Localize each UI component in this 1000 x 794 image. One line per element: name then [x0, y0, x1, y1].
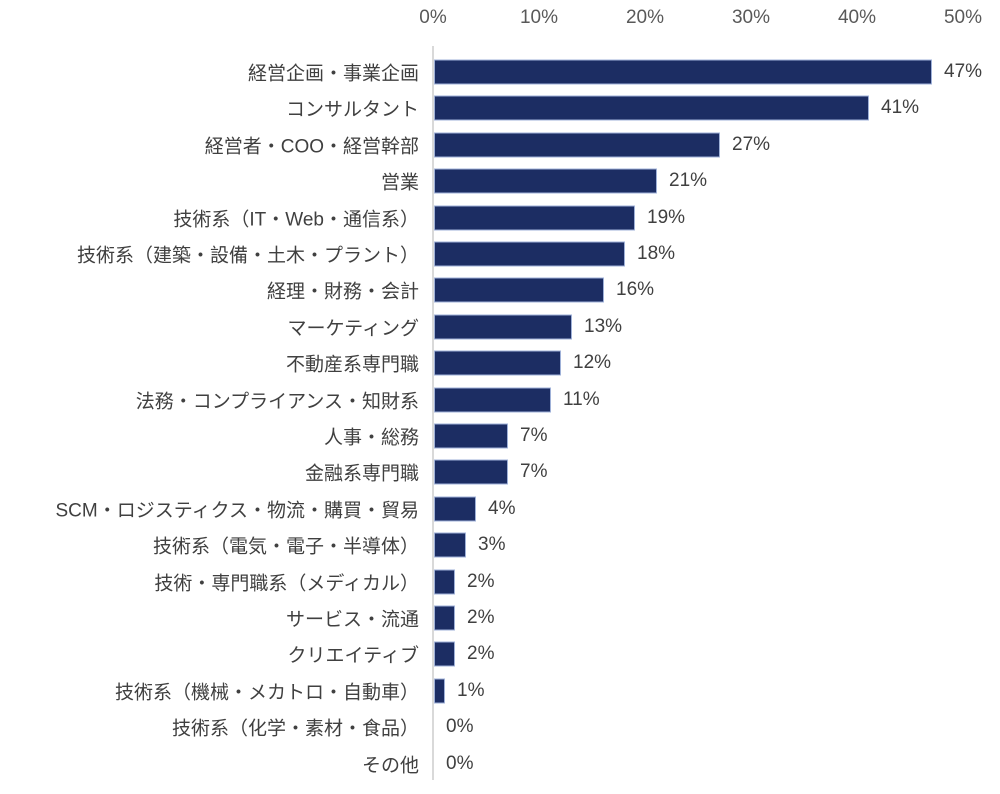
bar	[434, 641, 455, 667]
x-axis-tick-label: 40%	[837, 7, 877, 28]
bar	[434, 569, 455, 595]
value-label: 12%	[573, 352, 612, 374]
chart-row: サービス・流通 2%	[0, 600, 1000, 636]
chart-row: 技術系（化学・素材・食品） 0%	[0, 709, 1000, 745]
value-label: 0%	[446, 752, 474, 774]
chart-row: 営業 21%	[0, 163, 1000, 199]
y-axis-line	[432, 46, 434, 780]
chart-row: クリエイティブ 2%	[0, 636, 1000, 672]
chart-row: その他 0%	[0, 746, 1000, 782]
bar	[434, 277, 604, 303]
value-label: 4%	[488, 497, 516, 519]
value-label: 47%	[944, 61, 983, 82]
bar	[434, 59, 932, 85]
chart-row: 経営企画・事業企画 47%	[0, 54, 1000, 90]
bar	[434, 532, 466, 558]
chart-row: 技術系（建築・設備・土木・プラント） 18%	[0, 236, 1000, 272]
bar	[434, 132, 720, 158]
chart-row: 人事・総務 7%	[0, 418, 1000, 454]
x-axis-tick-label: 50%	[943, 7, 983, 28]
category-label: SCM・ロジスティクス・物流・購買・貿易	[55, 500, 419, 522]
bar	[434, 241, 625, 267]
bar	[434, 496, 476, 522]
value-label: 2%	[467, 570, 495, 592]
bar	[434, 423, 508, 449]
chart-row: 技術系（電気・電子・半導体） 3%	[0, 527, 1000, 563]
category-label: サービス・流通	[285, 609, 419, 631]
value-label: 2%	[467, 607, 495, 628]
chart-row: 技術系（IT・Web・通信系） 19%	[0, 200, 1000, 236]
value-label: 27%	[732, 133, 771, 155]
bar	[434, 95, 869, 121]
bar	[434, 459, 508, 485]
category-label: 技術系（機械・メカトロ・自動車）	[114, 682, 419, 704]
chart-row: 経営者・COO・経営幹部 27%	[0, 127, 1000, 163]
value-label: 7%	[520, 461, 548, 483]
category-label: 経理・財務・会計	[266, 281, 419, 303]
category-label: 技術・専門職系（メディカル）	[154, 573, 419, 595]
value-label: 3%	[478, 534, 506, 556]
category-label: 金融系専門職	[304, 463, 419, 485]
category-label: コンサルタント	[285, 99, 419, 121]
category-label: 法務・コンプライアンス・知財系	[135, 391, 419, 413]
chart-row: 法務・コンプライアンス・知財系 11%	[0, 382, 1000, 418]
value-label: 16%	[616, 279, 655, 301]
value-label: 2%	[467, 643, 495, 665]
x-axis-tick-label: 10%	[519, 7, 559, 28]
chart-row: 不動産系専門職 12%	[0, 345, 1000, 381]
value-label: 18%	[637, 243, 676, 264]
category-label: 不動産系専門職	[285, 354, 419, 376]
chart-row: 技術系（機械・メカトロ・自動車） 1%	[0, 673, 1000, 709]
chart-row: SCM・ロジスティクス・物流・購買・貿易 4%	[0, 491, 1000, 527]
bar	[434, 205, 635, 231]
chart-row: 経理・財務・会計 16%	[0, 272, 1000, 308]
chart-row: コンサルタント 41%	[0, 90, 1000, 126]
value-label: 41%	[881, 97, 920, 119]
category-label: マーケティング	[287, 318, 419, 340]
bar	[434, 605, 455, 631]
value-label: 1%	[457, 679, 485, 701]
value-label: 11%	[563, 388, 600, 410]
x-axis-tick-label: 0%	[419, 7, 447, 28]
chart-row: 技術・専門職系（メディカル） 2%	[0, 564, 1000, 600]
chart-row: 金融系専門職 7%	[0, 454, 1000, 490]
bar	[434, 168, 657, 194]
category-label: 技術系（電気・電子・半導体）	[152, 536, 419, 558]
chart-row: マーケティング 13%	[0, 309, 1000, 345]
bar	[434, 350, 561, 376]
category-label: その他	[361, 755, 419, 777]
category-label: 経営者・COO・経営幹部	[204, 136, 419, 158]
bar	[434, 678, 445, 704]
value-label: 13%	[584, 315, 623, 337]
x-axis-tick-label: 20%	[625, 7, 665, 28]
category-label: 技術系（化学・素材・食品）	[171, 718, 419, 740]
category-label: 技術系（IT・Web・通信系）	[173, 209, 419, 231]
value-label: 21%	[669, 170, 708, 192]
value-label: 7%	[520, 425, 548, 446]
bar	[434, 387, 551, 413]
bar	[434, 314, 572, 340]
category-label: クリエイティブ	[287, 645, 419, 667]
category-label: 人事・総務	[323, 427, 419, 449]
x-axis-tick-label: 30%	[731, 7, 771, 28]
category-label: 技術系（建築・設備・土木・プラント）	[76, 245, 419, 267]
category-label: 営業	[380, 172, 419, 194]
value-label: 0%	[446, 716, 474, 738]
value-label: 19%	[647, 206, 686, 228]
category-label: 経営企画・事業企画	[247, 63, 419, 85]
